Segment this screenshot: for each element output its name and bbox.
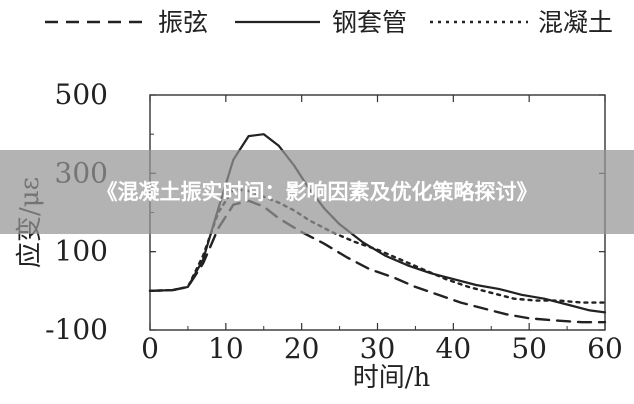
- series-line-0: [148, 199, 607, 324]
- x-tick-label: 40: [436, 332, 472, 365]
- legend-label-0: 振弦: [158, 8, 208, 37]
- y-tick-label: 100: [55, 235, 108, 268]
- legend-label-1: 钢套管: [332, 8, 407, 37]
- y-tick-label: 500: [55, 78, 108, 111]
- x-tick-label: 50: [511, 332, 547, 365]
- banner-title: 《混凝土振实时间：影响因素及优化策略探讨》: [96, 180, 538, 204]
- legend-label-2: 混凝土: [538, 8, 613, 37]
- x-tick-label: 0: [141, 332, 159, 365]
- y-tick-label: -100: [45, 313, 108, 346]
- x-tick-label: 60: [587, 332, 623, 365]
- x-tick-label: 30: [360, 332, 396, 365]
- title-banner: 《混凝土振实时间：影响因素及优化策略探讨》: [0, 150, 634, 234]
- x-tick-label: 20: [284, 332, 320, 365]
- x-axis-label: 时间/h: [353, 363, 431, 393]
- x-tick-label: 10: [208, 332, 244, 365]
